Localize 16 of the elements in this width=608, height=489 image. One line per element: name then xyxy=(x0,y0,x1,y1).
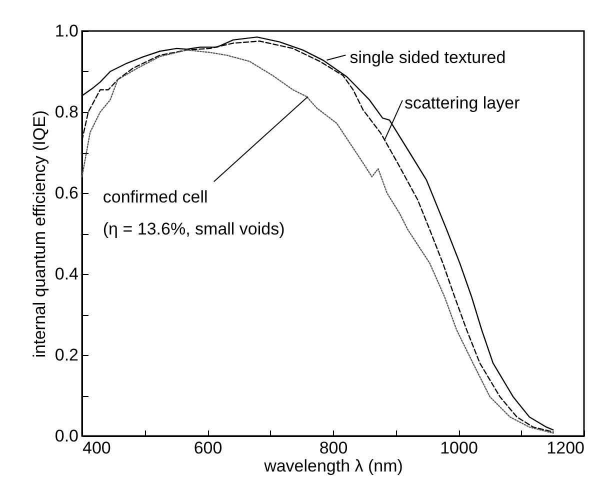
x-tick-label: 600 xyxy=(194,438,222,458)
y-tick-label: 0.0 xyxy=(54,426,78,446)
y-tick-label: 0.4 xyxy=(54,264,78,284)
x-tick-label: 800 xyxy=(319,438,348,458)
annotation: single sided textured xyxy=(350,48,506,68)
y-tick-label: 0.8 xyxy=(54,102,78,122)
y-axis-title: internal quantum efficiency (IQE) xyxy=(30,110,49,358)
x-axis-title: wavelength λ (nm) xyxy=(263,456,403,476)
annotation: confirmed cell (η = 13.6%, small voids) xyxy=(102,188,285,239)
x-tick-label: 1000 xyxy=(440,438,478,458)
x-tick-label: 400 xyxy=(82,438,111,458)
x-tick-label: 1200 xyxy=(546,438,584,458)
y-tick-label: 1.0 xyxy=(54,22,78,40)
y-tick-label: 0.6 xyxy=(54,184,78,202)
annotation: scattering layer xyxy=(404,93,520,112)
y-tick-label: 0.2 xyxy=(54,346,78,364)
